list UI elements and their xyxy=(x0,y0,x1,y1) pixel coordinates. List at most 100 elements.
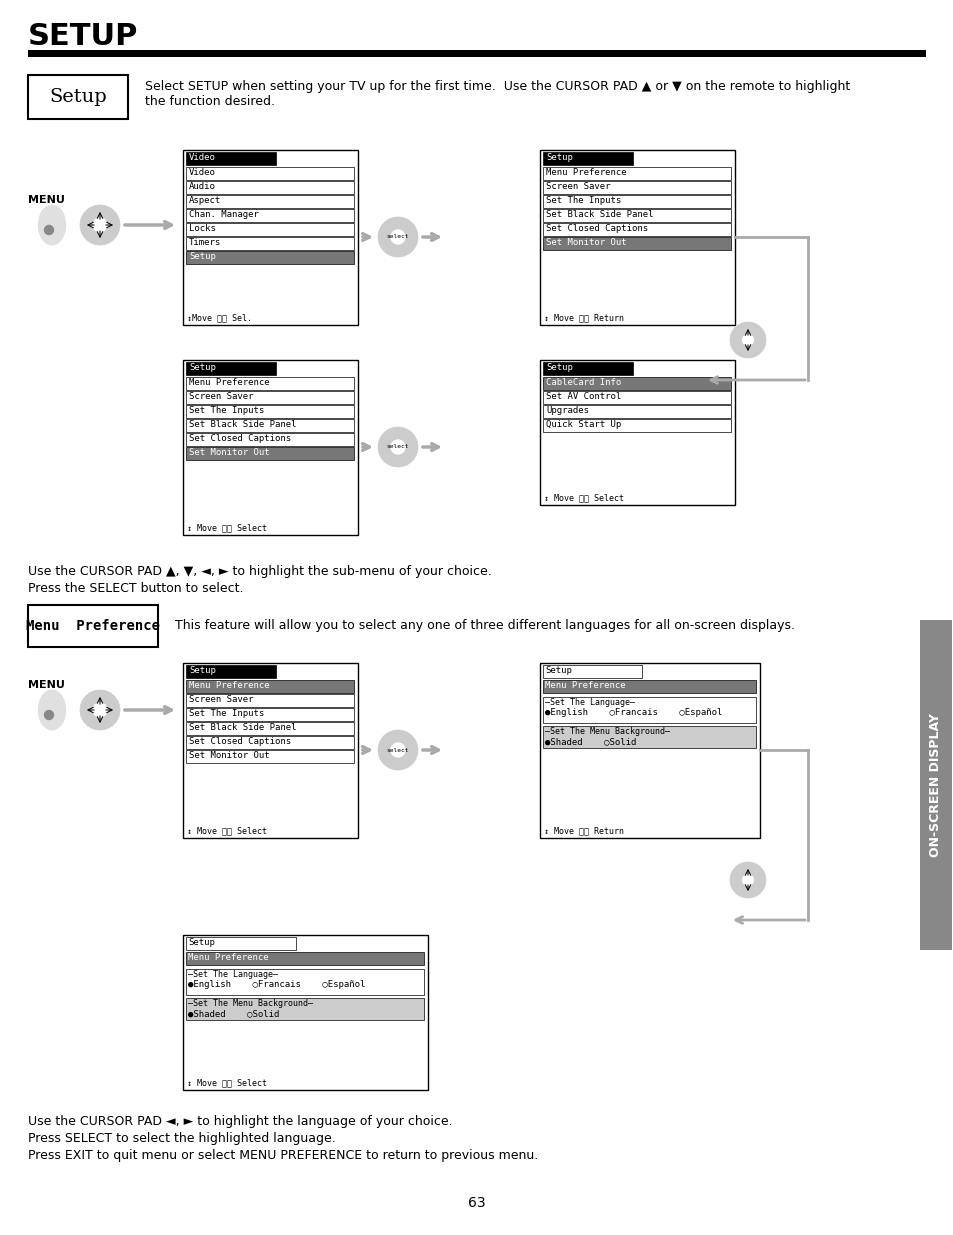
Bar xyxy=(186,969,423,995)
Bar xyxy=(539,663,760,839)
Bar xyxy=(542,195,730,207)
Text: Locks: Locks xyxy=(189,224,215,233)
Text: —Set The Language—: —Set The Language— xyxy=(188,969,277,979)
Text: select: select xyxy=(386,235,409,240)
Circle shape xyxy=(45,226,53,235)
Text: Chan. Manager: Chan. Manager xyxy=(189,210,258,219)
Bar xyxy=(186,419,354,432)
Bar xyxy=(542,680,755,693)
Ellipse shape xyxy=(38,690,66,730)
Ellipse shape xyxy=(38,205,66,245)
Bar xyxy=(186,167,354,180)
Text: ●English    ○Francais    ○Español: ●English ○Francais ○Español xyxy=(188,981,365,989)
Text: Screen Saver: Screen Saver xyxy=(189,695,253,704)
Bar xyxy=(28,605,158,647)
Bar xyxy=(186,377,354,390)
Circle shape xyxy=(80,205,120,245)
Text: Set AV Control: Set AV Control xyxy=(545,391,620,401)
Text: Setup: Setup xyxy=(189,666,215,676)
Text: Audio: Audio xyxy=(189,182,215,191)
Text: Menu Preference: Menu Preference xyxy=(189,680,270,690)
Text: Video: Video xyxy=(189,153,215,162)
Text: Set Closed Captions: Set Closed Captions xyxy=(189,737,291,746)
Text: Quick Start Up: Quick Start Up xyxy=(545,420,620,429)
Bar xyxy=(186,736,354,748)
Text: —Set The Menu Background—: —Set The Menu Background— xyxy=(544,727,669,736)
Text: SETUP: SETUP xyxy=(28,22,138,51)
Text: ↕ Move ⓢⓔ Return: ↕ Move ⓢⓔ Return xyxy=(543,312,623,322)
Bar xyxy=(28,49,925,57)
Bar xyxy=(183,935,428,1091)
Text: Setup: Setup xyxy=(188,939,214,947)
Text: Set Black Side Panel: Set Black Side Panel xyxy=(545,210,653,219)
Text: ●Shaded    ○Solid: ●Shaded ○Solid xyxy=(188,1009,279,1018)
Bar xyxy=(186,708,354,721)
Text: Screen Saver: Screen Saver xyxy=(189,391,253,401)
Text: Menu Preference: Menu Preference xyxy=(189,378,270,387)
Bar xyxy=(186,391,354,404)
Text: This feature will allow you to select any one of three different languages for a: This feature will allow you to select an… xyxy=(174,620,794,632)
Text: ↕ Move ⓢⓔ Select: ↕ Move ⓢⓔ Select xyxy=(187,522,267,532)
Text: Use the CURSOR PAD ◄, ► to highlight the language of your choice.: Use the CURSOR PAD ◄, ► to highlight the… xyxy=(28,1115,452,1128)
Ellipse shape xyxy=(92,703,107,718)
Bar xyxy=(542,697,755,722)
Bar xyxy=(186,694,354,706)
Text: select: select xyxy=(386,445,409,450)
Text: Upgrades: Upgrades xyxy=(545,406,588,415)
Bar xyxy=(186,362,275,375)
Text: —Set The Language—: —Set The Language— xyxy=(544,698,635,706)
Text: —Set The Menu Background—: —Set The Menu Background— xyxy=(188,999,313,1008)
Bar xyxy=(539,359,734,505)
Text: Screen Saver: Screen Saver xyxy=(545,182,610,191)
Ellipse shape xyxy=(741,335,753,346)
Circle shape xyxy=(729,862,765,898)
Text: Press the SELECT button to select.: Press the SELECT button to select. xyxy=(28,582,243,595)
Bar xyxy=(28,75,128,119)
Text: ↕ Move ⓢⓔ Select: ↕ Move ⓢⓔ Select xyxy=(187,826,267,835)
Bar xyxy=(186,251,354,264)
Bar xyxy=(186,224,354,236)
Bar xyxy=(542,209,730,222)
Bar xyxy=(542,726,755,748)
Bar xyxy=(186,998,423,1020)
Text: ↕ Move ⓢⓔ Select: ↕ Move ⓢⓔ Select xyxy=(187,1078,267,1087)
Text: Set The Inputs: Set The Inputs xyxy=(189,709,264,718)
Text: Set Closed Captions: Set Closed Captions xyxy=(189,433,291,443)
Bar xyxy=(186,664,275,678)
Text: Set Monitor Out: Set Monitor Out xyxy=(189,751,270,760)
Bar xyxy=(542,391,730,404)
Text: Set The Inputs: Set The Inputs xyxy=(189,406,264,415)
Text: Menu Preference: Menu Preference xyxy=(544,680,625,690)
Text: 63: 63 xyxy=(468,1195,485,1210)
Bar xyxy=(542,405,730,417)
Text: Set Monitor Out: Set Monitor Out xyxy=(189,448,270,457)
Circle shape xyxy=(377,427,417,467)
Ellipse shape xyxy=(391,440,405,454)
Text: ●Shaded    ○Solid: ●Shaded ○Solid xyxy=(544,737,636,746)
Text: Set The Inputs: Set The Inputs xyxy=(545,196,620,205)
Bar xyxy=(186,952,423,965)
Text: Set Black Side Panel: Set Black Side Panel xyxy=(189,722,296,732)
Bar xyxy=(186,750,354,763)
Bar xyxy=(186,447,354,459)
Text: Set Monitor Out: Set Monitor Out xyxy=(545,238,626,247)
Bar xyxy=(186,237,354,249)
Bar xyxy=(186,195,354,207)
Text: Video: Video xyxy=(189,168,215,177)
Text: ↕ Move ⓢⓔ Return: ↕ Move ⓢⓔ Return xyxy=(543,826,623,835)
Text: MENU: MENU xyxy=(28,195,65,205)
Text: Setup: Setup xyxy=(189,252,215,261)
Bar xyxy=(542,167,730,180)
Bar xyxy=(186,722,354,735)
Text: Setup: Setup xyxy=(49,88,107,106)
Ellipse shape xyxy=(92,219,107,232)
Bar xyxy=(542,362,633,375)
Bar xyxy=(919,620,951,950)
Text: Menu Preference: Menu Preference xyxy=(545,168,626,177)
Bar xyxy=(186,433,354,446)
Bar xyxy=(542,237,730,249)
Text: Use the CURSOR PAD ▲, ▼, ◄, ► to highlight the sub-menu of your choice.: Use the CURSOR PAD ▲, ▼, ◄, ► to highlig… xyxy=(28,564,491,578)
Circle shape xyxy=(80,690,120,730)
Text: Menu  Preference: Menu Preference xyxy=(26,619,160,634)
Text: Set Closed Captions: Set Closed Captions xyxy=(545,224,647,233)
